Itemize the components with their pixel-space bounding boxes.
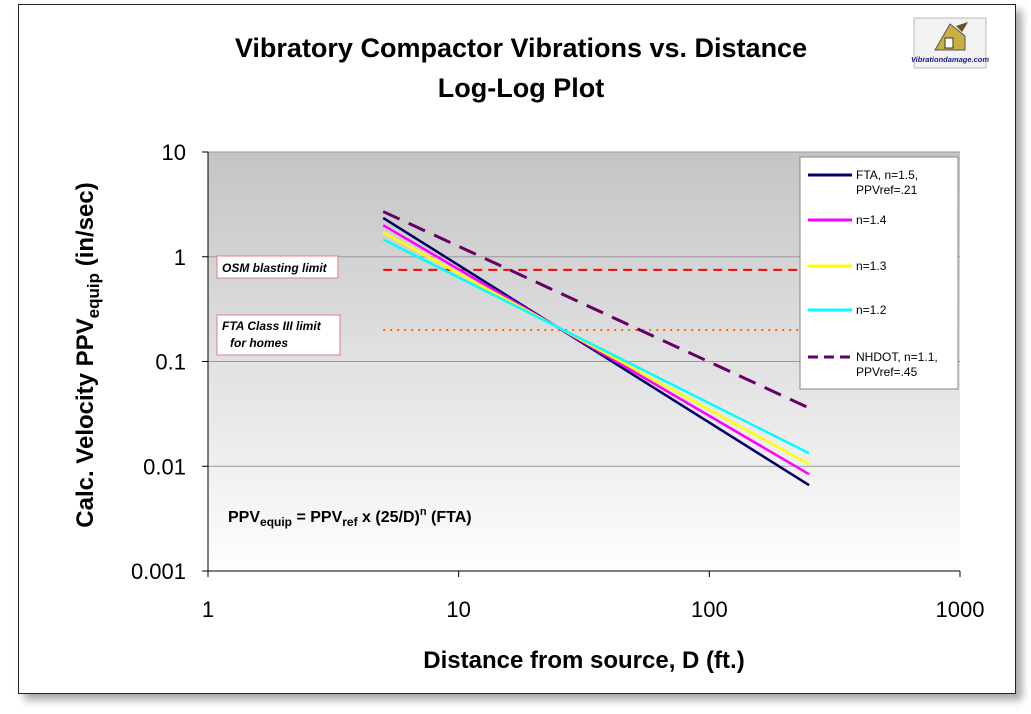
legend: FTA, n=1.5, PPVref=.21 n=1.4 n=1.3 n=1.2 NHDO…: [799, 156, 959, 390]
y-tick-label-4: 0.001: [131, 559, 186, 584]
x-axis-title: Distance from source, D (ft.): [423, 647, 744, 674]
y-tick-label-1: 1: [174, 245, 186, 270]
osm-label: OSM blasting limit: [222, 261, 328, 275]
osm-annotation: OSM blasting limit: [216, 255, 339, 279]
y-tick-label-2: 0.1: [155, 350, 186, 375]
n12-series-line: [382, 238, 810, 455]
y-tick-label-3: 0.01: [143, 454, 186, 479]
legend-label-n14: n=1.4: [856, 213, 887, 227]
fta-limit-annotation: FTA Class III limit for homes: [216, 314, 341, 356]
x-tick-label-1: 10: [446, 597, 470, 622]
logo-text: Vibrationdamage.com: [911, 55, 989, 64]
site-logo: Vibrationdamage.com: [911, 17, 989, 69]
legend-label-nhdot: NHDOT, n=1.1, PPVref=.45: [856, 350, 938, 379]
chart-title-line-1: Vibratory Compactor Vibrations vs. Dista…: [235, 33, 807, 63]
tick-labels: 10 1 0.1 0.01 0.001 1 10 100 1000: [131, 140, 985, 622]
x-tick-label-2: 100: [691, 597, 728, 622]
y-axis-title: Calc. Velocity PPVequip (in/sec): [72, 182, 103, 527]
axis-tick-marks: [202, 151, 961, 577]
chart-title-line-2: Log-Log Plot: [438, 73, 604, 103]
x-tick-label-3: 1000: [936, 597, 985, 622]
legend-label-n12: n=1.2: [856, 303, 887, 317]
legend-label-n13: n=1.3: [856, 259, 887, 273]
series-lines: [382, 210, 810, 487]
fta-limit-label-line-1: FTA Class III limit: [222, 319, 322, 333]
y-tick-label-0: 10: [162, 140, 186, 165]
nhdot-series-line: [382, 210, 810, 410]
legend-label-fta: FTA, n=1.5, PPVref=.21: [856, 168, 918, 197]
reference-lines: [383, 268, 810, 331]
x-tick-label-0: 1: [202, 597, 214, 622]
formula-text: PPVequip = PPVref x (25/D)n (FTA): [228, 506, 472, 529]
fta-series-line: [382, 216, 810, 487]
n13-series-line: [382, 231, 810, 466]
n14-series-line: [382, 224, 810, 476]
fta-limit-label-line-2: for homes: [230, 336, 288, 350]
